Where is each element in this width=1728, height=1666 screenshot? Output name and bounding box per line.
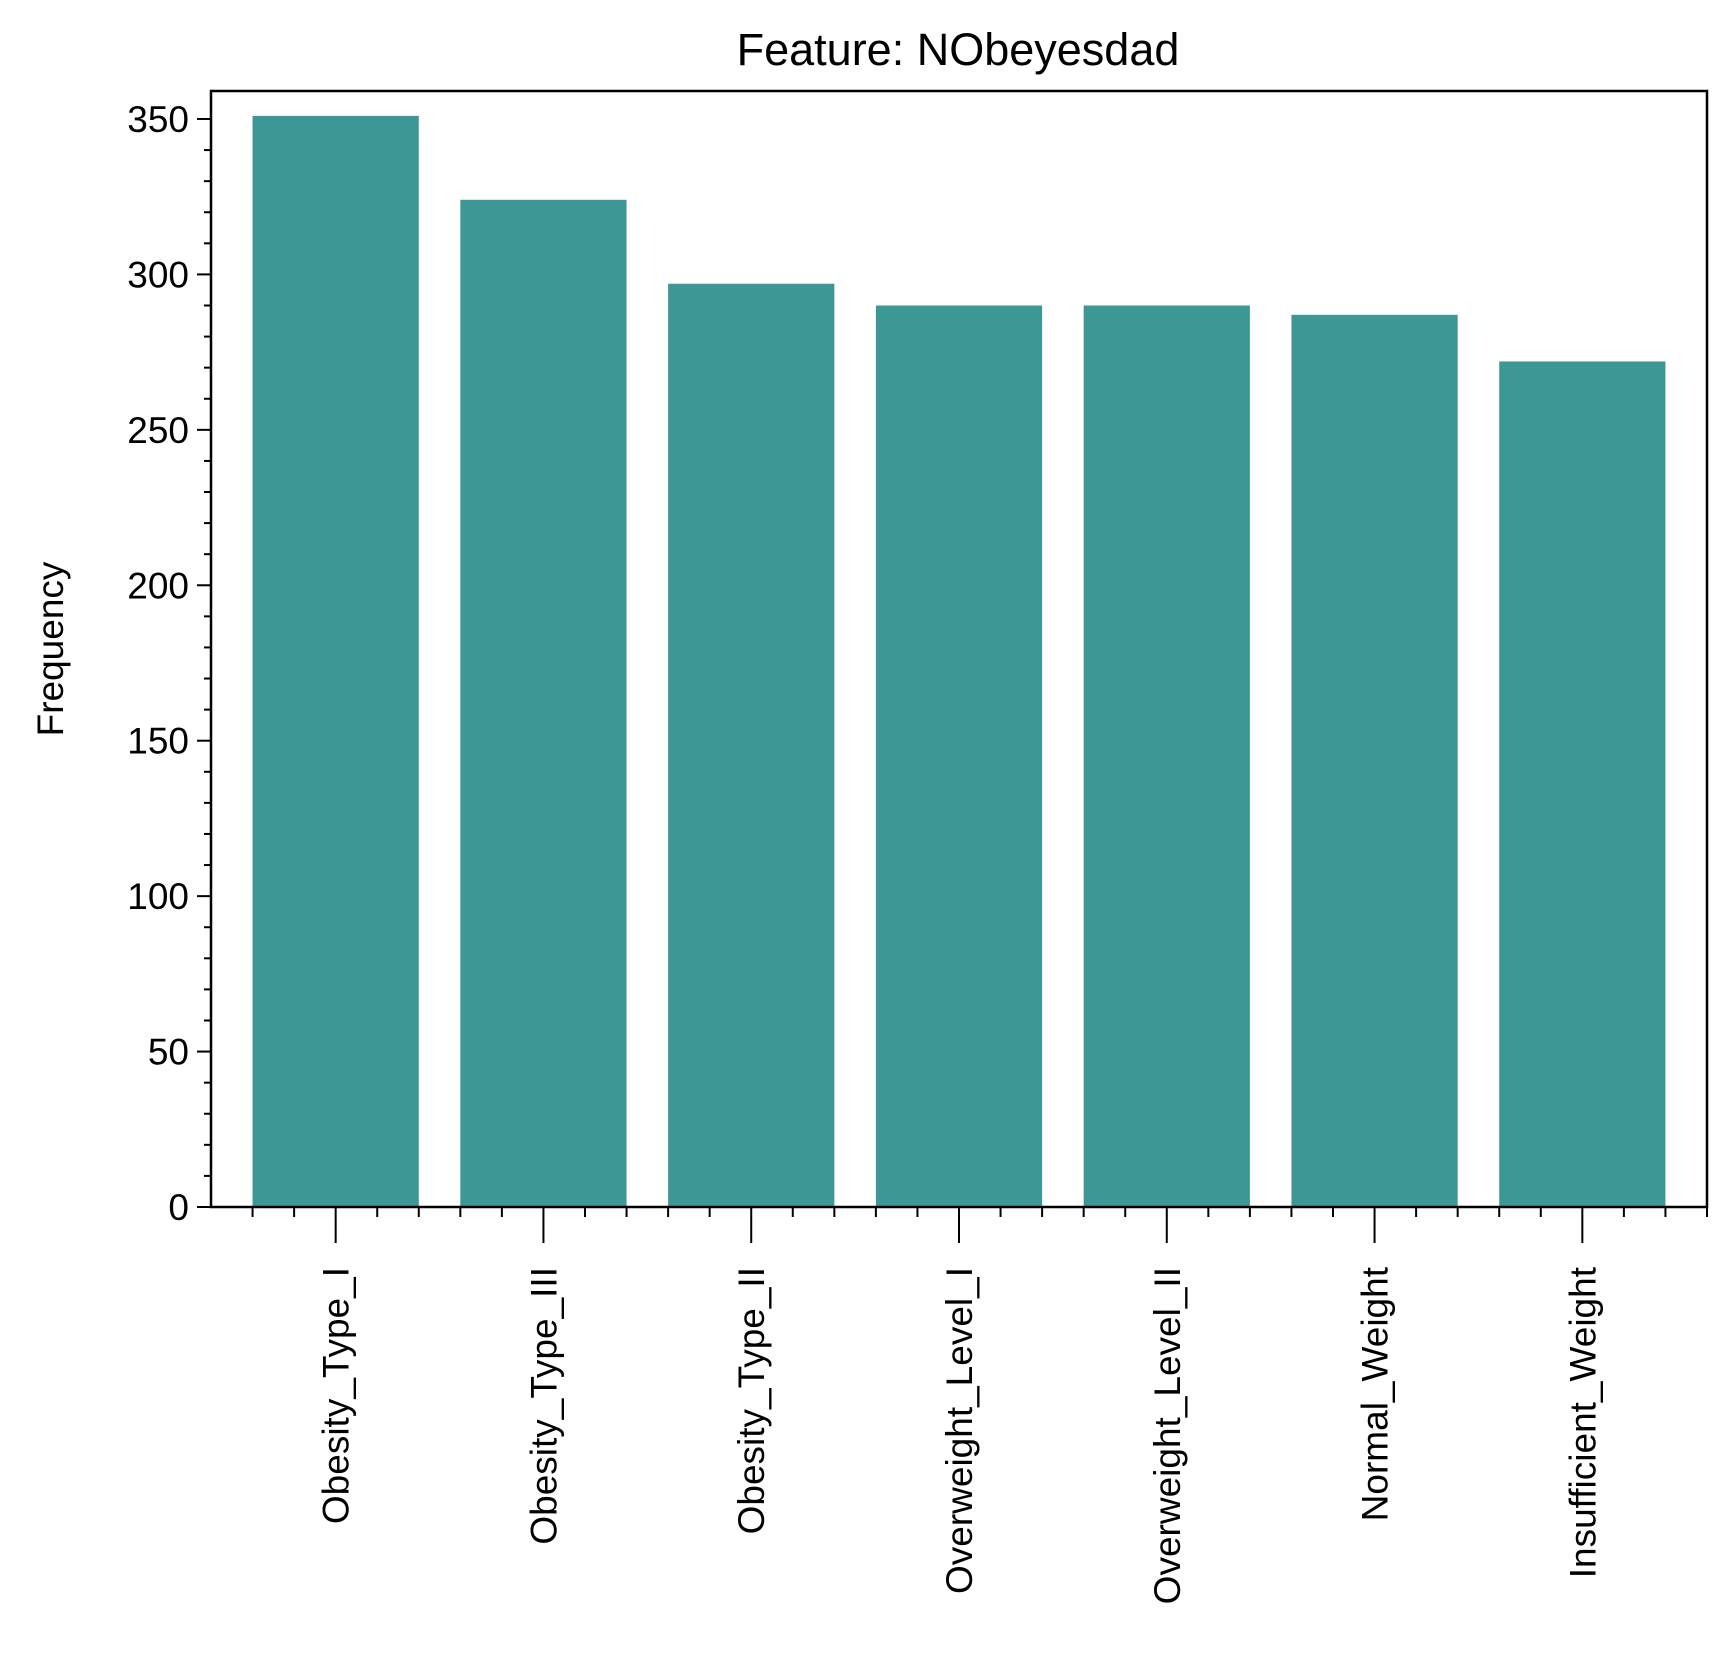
x-tick-label: Obesity_Type_II (731, 1267, 772, 1534)
y-tick-label: 250 (127, 410, 189, 451)
y-tick-label: 0 (168, 1187, 189, 1228)
bar-Overweight_Level_I (875, 305, 1043, 1207)
x-tick-label: Obesity_Type_I (316, 1267, 357, 1524)
y-tick-label: 200 (127, 565, 189, 606)
y-axis: 0 50 100 150 200 250 300 350 (127, 99, 211, 1228)
bar-Obesity_Type_II (668, 283, 835, 1208)
bar-Obesity_Type_III (460, 199, 627, 1207)
bar-Obesity_Type_I (252, 115, 419, 1207)
y-tick-label: 350 (127, 99, 189, 140)
chart-title: Feature: NObeyesdad (737, 24, 1180, 75)
x-axis: Obesity_Type_I Obesity_Type_III Obesity_Ty… (251, 1207, 1708, 1604)
y-tick-label: 300 (127, 254, 189, 295)
x-tick-label: Overweight_Level_I (939, 1267, 980, 1594)
x-tick-label: Normal_Weight (1355, 1266, 1396, 1521)
y-tick-label: 150 (127, 721, 189, 762)
x-tick-label: Obesity_Type_III (523, 1267, 564, 1545)
x-tick-label: Insufficient_Weight (1562, 1266, 1603, 1578)
bars-layer (252, 115, 1666, 1208)
y-tick-label: 100 (127, 876, 189, 917)
bar-Insufficient_Weight (1499, 361, 1666, 1207)
y-tick-label: 50 (148, 1032, 189, 1073)
y-axis-label: Frequency (30, 561, 71, 736)
x-tick-label: Overweight_Level_II (1147, 1267, 1188, 1604)
bar-Overweight_Level_II (1083, 305, 1250, 1207)
bar-Normal_Weight (1291, 314, 1458, 1207)
plot-frame (209, 89, 1709, 1209)
